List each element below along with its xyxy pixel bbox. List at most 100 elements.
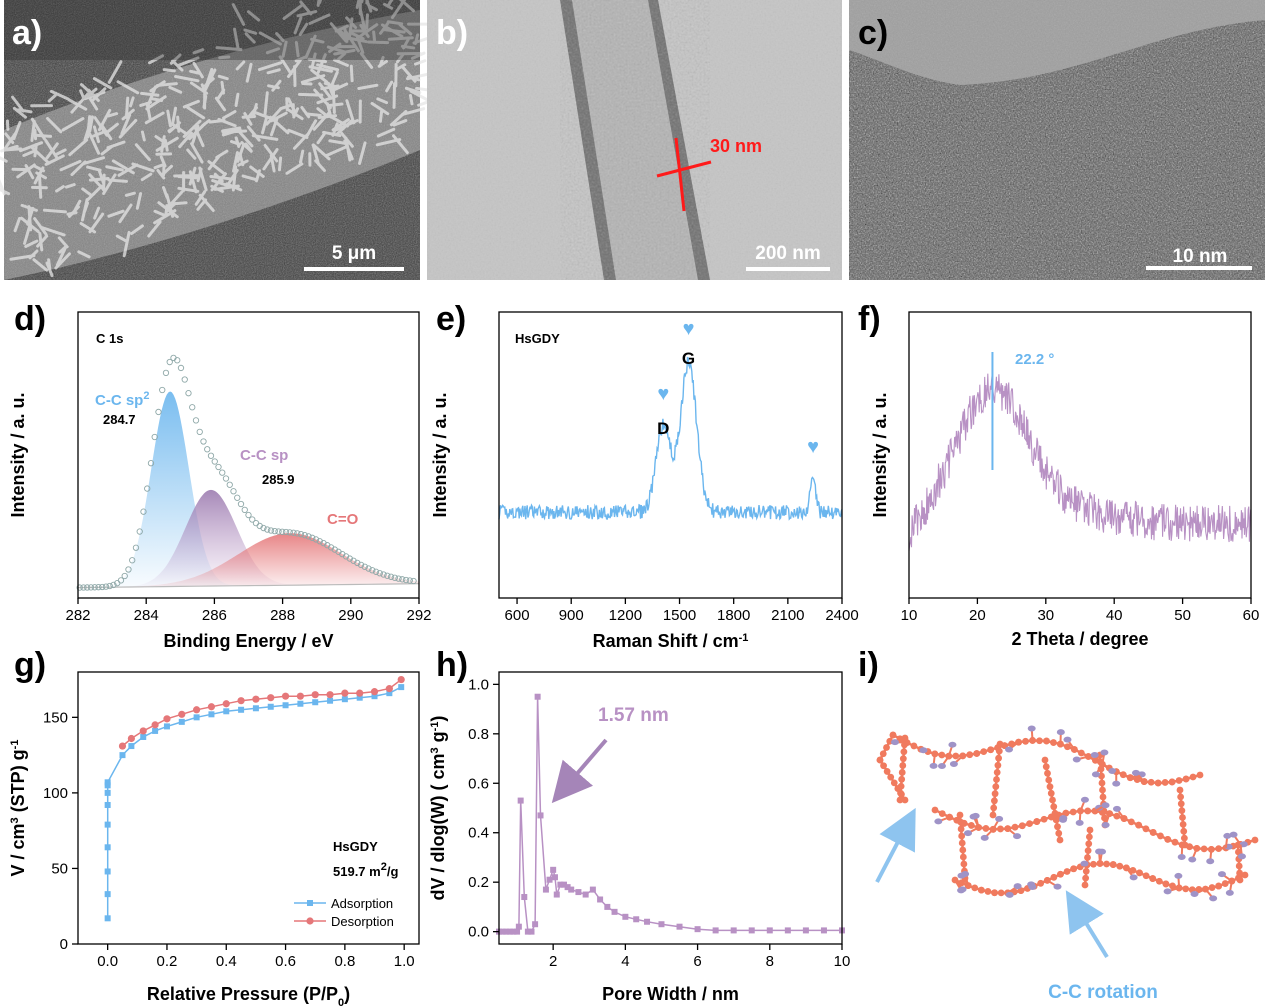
desorption-point <box>193 706 201 714</box>
nanowire <box>236 144 245 163</box>
nanowire <box>358 141 367 165</box>
nanowire <box>404 86 422 95</box>
nanowire <box>387 36 414 41</box>
nanowire <box>122 230 131 258</box>
atom-bead <box>1135 821 1143 829</box>
nanowire <box>190 142 204 164</box>
nanowire <box>318 82 333 100</box>
xps-data-point <box>185 390 192 397</box>
h-atom <box>1237 853 1246 860</box>
atom-bead <box>901 796 909 804</box>
xps-data-point <box>312 536 320 543</box>
g-xtick-label: 0.4 <box>216 953 237 970</box>
g-xtick-label: 1.0 <box>394 953 415 970</box>
f-xlabel: 2 Theta / degree <box>1011 629 1148 649</box>
chart-g-isotherm: 0.0 0.2 0.4 0.6 0.8 1.0 0 50 100 150 HsGDY 519.7 m2… <box>8 671 420 1008</box>
adsorption-point <box>119 752 126 759</box>
nanowire <box>68 138 89 157</box>
nanowire <box>398 0 415 13</box>
pore-point <box>730 927 737 934</box>
adsorption-point <box>193 714 200 721</box>
nanowire <box>30 117 46 141</box>
pore-point <box>510 928 517 935</box>
atom-bead <box>1085 840 1093 848</box>
xps-data-point <box>357 561 365 568</box>
h-atom <box>1101 821 1110 828</box>
atom-bead <box>898 790 905 798</box>
nanowire <box>215 149 229 159</box>
xps-data-point <box>406 577 413 584</box>
nanowire <box>358 8 367 34</box>
adsorption-point <box>282 702 289 709</box>
panel-a-sem-image: 5 μm a) <box>0 0 438 280</box>
atom-bead <box>1142 825 1150 833</box>
h-atom <box>1095 848 1104 855</box>
nanowire <box>192 61 204 79</box>
atom-bead <box>1207 845 1215 853</box>
h-frame <box>498 671 843 945</box>
nanowire <box>83 201 90 213</box>
nanowire <box>105 165 124 172</box>
panel-c-label: c) <box>858 14 888 52</box>
atom-bead <box>1081 881 1089 889</box>
nanowire <box>312 112 330 131</box>
nanowire <box>344 30 360 53</box>
nanowire <box>336 52 347 62</box>
xps-data-point <box>80 584 87 591</box>
nanowire <box>261 116 268 135</box>
nanowire <box>249 165 265 178</box>
nanowire <box>44 139 59 160</box>
nanowire <box>333 58 349 67</box>
h-atom <box>937 762 946 769</box>
nanowire <box>22 150 35 157</box>
nanowire <box>296 10 318 18</box>
h-atom <box>948 741 957 748</box>
f-xtick-label: 60 <box>1243 607 1260 624</box>
scalebar-b-label: 200 nm <box>755 243 820 264</box>
nanowire <box>70 92 90 114</box>
pore-point <box>784 927 791 934</box>
h-ytick-label: 0.6 <box>468 775 489 792</box>
nanowire <box>322 130 342 138</box>
nanowire <box>331 118 350 132</box>
nanowire <box>237 129 254 148</box>
nanowire <box>162 68 176 73</box>
nanowire <box>285 162 304 175</box>
nanowire <box>118 118 138 139</box>
nanowire <box>246 125 261 142</box>
nanowire <box>279 103 293 111</box>
desorption-point <box>151 721 159 729</box>
nanowire <box>13 216 22 233</box>
e-xtick-label: 600 <box>505 607 530 624</box>
atom-bead <box>1208 884 1216 891</box>
xps-data-point <box>147 460 155 467</box>
nanowire <box>408 94 414 106</box>
atom-bead <box>1179 814 1186 821</box>
atom-bead <box>993 776 1000 783</box>
pore-distribution-line <box>499 696 842 933</box>
nanowire <box>170 106 178 126</box>
h-ylabel: dV / dlog(W) ( cm3 g-1) <box>428 716 448 901</box>
nanowire <box>47 93 57 103</box>
nanowire <box>231 3 246 26</box>
xps-data-point <box>234 494 241 501</box>
atom-bead <box>1154 779 1162 787</box>
atom-bead <box>1022 737 1029 745</box>
xps-data-point <box>222 475 230 482</box>
xps-data-point <box>252 519 260 527</box>
desorption-point <box>296 692 304 700</box>
nanowire <box>77 250 91 259</box>
pore-point <box>611 908 618 915</box>
scalebar-c-label: 10 nm <box>1173 246 1228 267</box>
h-atom <box>1163 888 1172 895</box>
atom-bead <box>1084 847 1092 855</box>
nanowire <box>134 143 151 162</box>
atom-bead <box>1168 778 1176 786</box>
atom-bead <box>1051 809 1059 817</box>
pore-point <box>528 928 535 935</box>
atom-bead <box>1109 861 1117 868</box>
pore-point <box>506 928 513 935</box>
xps-data-point <box>249 516 256 523</box>
atom-bead <box>1235 848 1242 856</box>
thickness-label: 30 nm <box>710 136 762 156</box>
